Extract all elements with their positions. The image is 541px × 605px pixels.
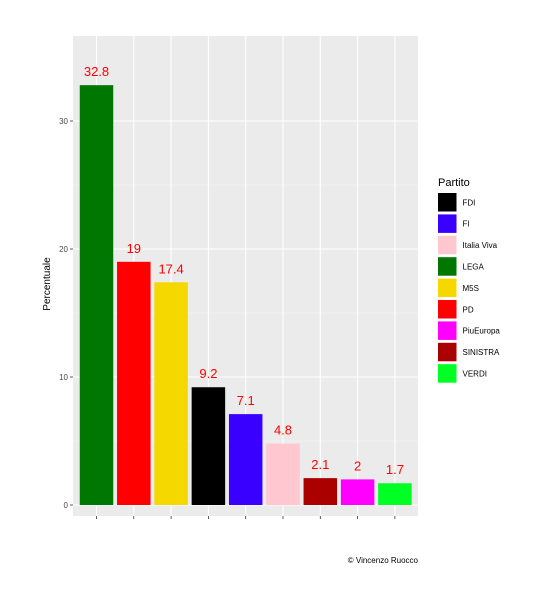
legend-swatch <box>438 321 457 340</box>
legend-swatch <box>438 193 457 212</box>
legend-swatch <box>438 278 457 298</box>
bar-lega <box>79 85 114 505</box>
bars <box>79 85 412 505</box>
legend-label: VERDI <box>463 369 487 378</box>
y-axis-title: Percentuale <box>42 257 53 311</box>
legend-swatch <box>438 342 457 362</box>
bar-sinistra <box>303 478 338 505</box>
y-axis: 0 10 20 30 <box>59 117 73 510</box>
y-tick-label: 10 <box>59 373 68 382</box>
legend-label: SINISTRA <box>463 348 501 357</box>
legend-swatch <box>438 235 457 255</box>
legend-label: FDI <box>463 198 476 207</box>
legend-label: Italia Viva <box>463 241 498 250</box>
legend-swatch <box>438 300 457 319</box>
legend-label: FI <box>463 220 470 229</box>
bar-verdi <box>378 483 412 505</box>
legend-label: PD <box>463 305 474 314</box>
bar-fdi <box>191 387 226 505</box>
data-label: 32.8 <box>84 64 109 79</box>
data-label: 1.7 <box>386 462 404 477</box>
bar-italia-viva <box>266 443 300 505</box>
bar-pd <box>117 261 151 505</box>
y-tick-label: 20 <box>59 245 68 254</box>
legend-label: LEGA <box>463 262 485 271</box>
bar-piueuropa <box>340 479 375 505</box>
bar-m5s <box>154 282 188 505</box>
data-label: 7.1 <box>237 393 255 408</box>
y-tick-label: 30 <box>59 117 68 126</box>
data-label: 19 <box>127 241 141 256</box>
data-label: 2.1 <box>311 457 329 472</box>
bar-fi <box>228 414 263 505</box>
legend-title: Partito <box>438 177 470 189</box>
legend-label: PiuEuropa <box>463 327 501 336</box>
data-labels: 32.8 19 17.4 9.2 7.1 4.8 2.1 2 1.7 <box>84 64 404 477</box>
legend-swatch <box>438 257 457 276</box>
legend-swatch <box>438 214 457 233</box>
data-label: 17.4 <box>158 261 183 276</box>
x-axis <box>96 516 396 519</box>
caption: © Vincenzo Ruocco <box>348 556 419 565</box>
legend-swatch <box>438 364 457 383</box>
legend-label: M5S <box>463 284 479 293</box>
data-label: 2 <box>354 458 361 473</box>
data-label: 4.8 <box>274 423 292 438</box>
data-label: 9.2 <box>199 366 217 381</box>
y-tick-label: 0 <box>64 501 69 510</box>
legend: Partito FDI FI Italia Viva LEGA M5S PD PiuEuro… <box>438 177 500 383</box>
